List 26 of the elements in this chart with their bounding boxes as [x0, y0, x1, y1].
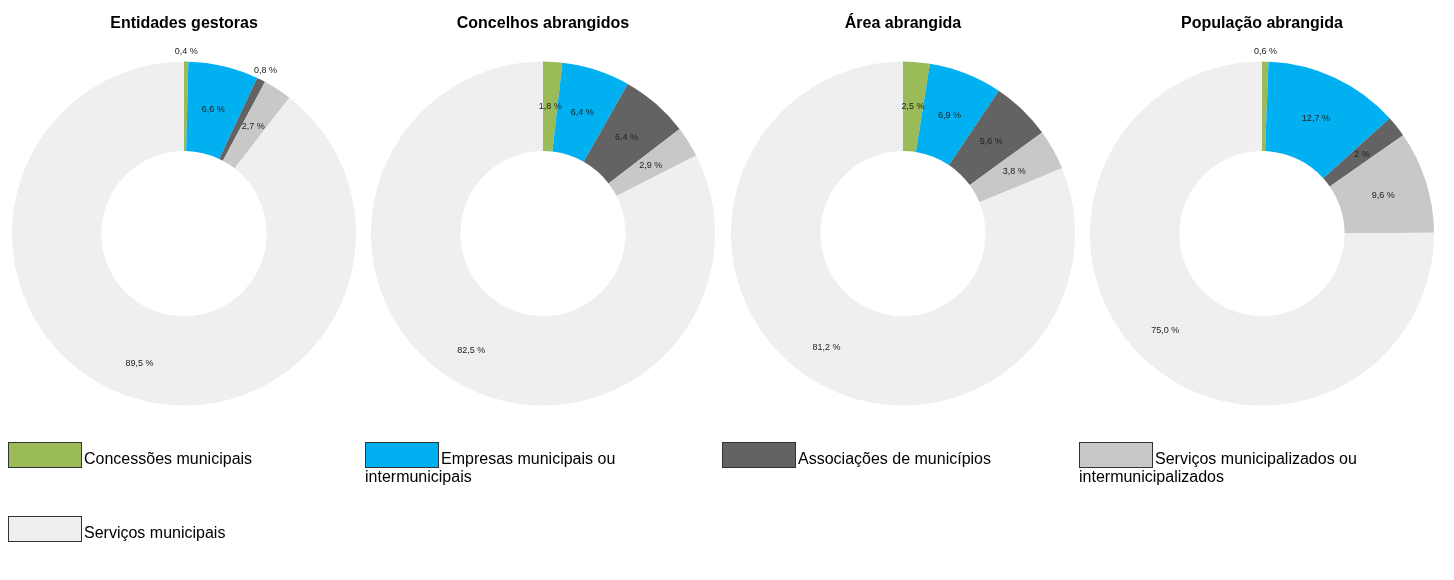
data-label: 82,5 %: [457, 345, 486, 356]
data-label: 2 %: [1353, 148, 1370, 159]
data-label: 2,9 %: [639, 160, 663, 171]
data-label: 75,0 %: [1151, 325, 1180, 336]
data-label: 89,5 %: [125, 357, 154, 368]
legend-label: Associações de municípios: [797, 449, 992, 469]
chart-title: Área abrangida: [844, 13, 961, 32]
legend-label: Empresas municipais ou intermunicipais: [365, 449, 617, 486]
chart-title: População abrangida: [1181, 14, 1343, 32]
data-label: 0,4 %: [174, 46, 198, 57]
legend-label: Serviços municipalizados ou intermunicipalizados: [1079, 449, 1358, 486]
data-label: 6,6 %: [201, 104, 225, 115]
data-label: 9,6 %: [1371, 189, 1395, 200]
chart-title: Entidades gestoras: [110, 14, 258, 32]
data-label: 81,2 %: [812, 342, 841, 353]
data-label: 6,9 %: [937, 109, 961, 120]
data-label: 0,8 %: [254, 65, 278, 76]
data-label: 6,4 %: [571, 107, 595, 118]
data-label: 5,6 %: [979, 136, 1003, 147]
slice-label: Serviços municipais: [83, 523, 227, 542]
data-label: 12,7 %: [1301, 112, 1330, 123]
data-label: 2,7 %: [241, 121, 265, 132]
data-label: 3,8 %: [1002, 166, 1026, 177]
data-label: 0,6 %: [1253, 46, 1277, 57]
legend-label: Concessões municipais: [83, 449, 254, 469]
chart-title: Concelhos abrangidos: [457, 14, 630, 32]
